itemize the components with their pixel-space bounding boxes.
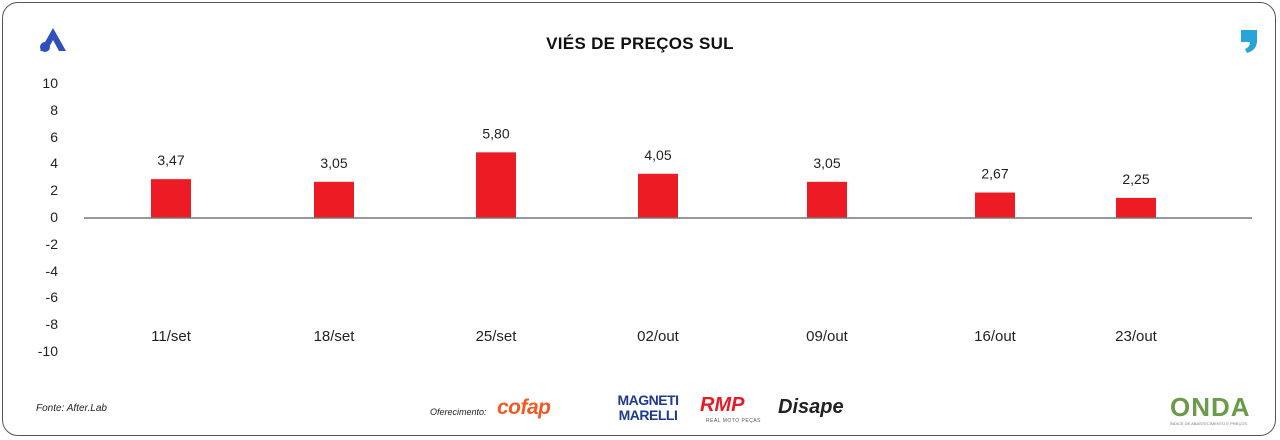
data-label: 2,25 xyxy=(1122,171,1149,187)
x-tick-label: 25/set xyxy=(476,328,518,345)
y-tick-label: 2 xyxy=(50,182,58,199)
y-tick-label: 4 xyxy=(50,155,58,172)
x-tick-label: 09/out xyxy=(806,328,849,345)
y-tick-label: -2 xyxy=(45,235,58,252)
onda-logo: ONDA xyxy=(1170,392,1251,422)
x-tick-label: 02/out xyxy=(637,328,680,345)
bar xyxy=(975,192,1015,218)
cofap-logo: cofap xyxy=(497,396,551,419)
bar xyxy=(638,173,678,218)
rmp-logo: RMP xyxy=(700,394,745,416)
y-tick-label: -8 xyxy=(45,316,58,333)
onda-subtitle: ÍNDICE DE ABASTECIMENTO E PREÇOS xyxy=(1170,421,1248,426)
quote-mark-logo-icon xyxy=(1241,30,1257,53)
bar xyxy=(1116,197,1156,218)
data-label: 5,80 xyxy=(482,125,509,141)
brand-a-logo-icon xyxy=(40,28,66,52)
magneti-marelli-logo: MAGNETI MARELLI xyxy=(617,392,679,423)
sponsor-label: Oferecimento: xyxy=(430,407,487,417)
data-label: 3,05 xyxy=(320,155,347,171)
y-tick-label: -10 xyxy=(37,343,58,359)
bar xyxy=(807,181,847,218)
x-tick-label: 16/out xyxy=(974,328,1017,345)
x-tick-label: 18/set xyxy=(314,328,356,345)
bar xyxy=(314,181,354,218)
x-tick-label: 23/out xyxy=(1115,328,1158,345)
bar xyxy=(476,152,516,218)
rmp-subtitle: REAL MOTO PEÇAS xyxy=(706,418,762,424)
y-tick-label: 0 xyxy=(50,209,58,225)
x-tick-label: 11/set xyxy=(151,328,192,345)
source-note: Fonte: After.Lab xyxy=(36,403,107,414)
y-tick-label: 8 xyxy=(50,101,58,118)
data-label: 3,05 xyxy=(813,155,840,171)
disape-logo: Disape xyxy=(778,396,844,418)
y-tick-label: 10 xyxy=(42,75,58,91)
chart-title: VIÉS DE PREÇOS SUL xyxy=(546,34,734,53)
data-label: 2,67 xyxy=(981,166,1008,182)
y-tick-label: 6 xyxy=(50,128,58,145)
y-tick-label: -6 xyxy=(45,289,58,306)
data-label: 3,47 xyxy=(157,152,184,168)
data-label: 4,05 xyxy=(644,147,671,163)
y-tick-label: -4 xyxy=(45,262,58,279)
bar xyxy=(151,179,191,218)
